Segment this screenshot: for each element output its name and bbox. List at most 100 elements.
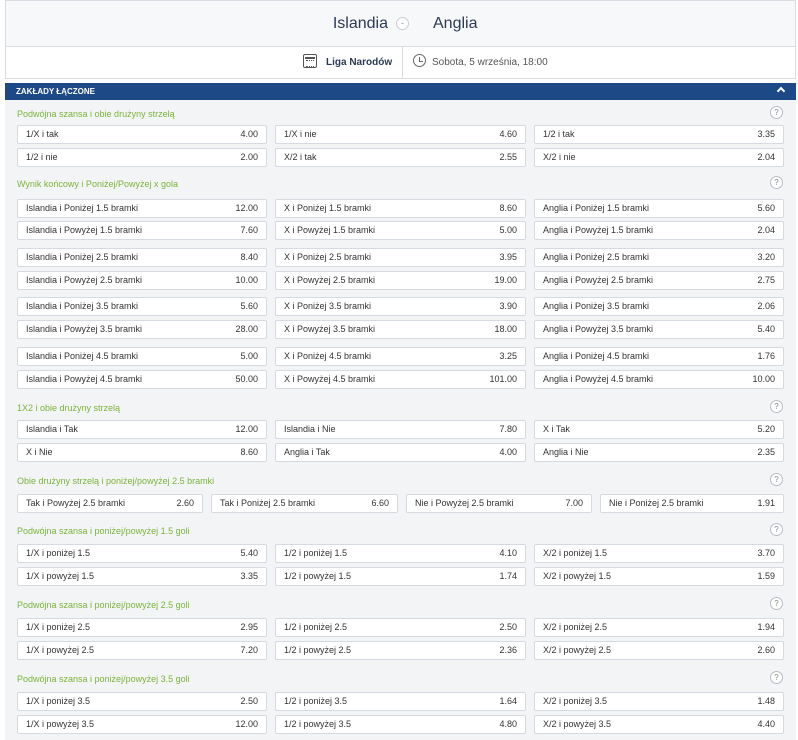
odds-button[interactable]: X i Poniżej 1.5 bramki 8.60 xyxy=(275,199,526,218)
odds-button[interactable]: X i Nie 8.60 xyxy=(17,443,267,462)
section-header-combined-bets[interactable]: ZAKŁADY ŁĄCZONE xyxy=(5,83,796,100)
odds-value: 3.20 xyxy=(757,252,775,262)
odds-button[interactable]: 1/X i tak 4.00 xyxy=(17,125,267,144)
odds-button[interactable]: 1/X i powyżej 2.5 7.20 xyxy=(17,641,267,660)
odds-button[interactable]: Islandia i Nie 7.80 xyxy=(275,420,526,439)
odds-button[interactable]: X i Poniżej 4.5 bramki 3.25 xyxy=(275,347,526,366)
bet-option-label: Islandia i Tak xyxy=(26,424,78,434)
odds-button[interactable]: 1/2 i powyżej 2.5 2.36 xyxy=(275,641,526,660)
odds-button[interactable]: X/2 i powyżej 2.5 2.60 xyxy=(534,641,784,660)
odds-button[interactable]: X i Poniżej 2.5 bramki 3.95 xyxy=(275,248,526,267)
odds-button[interactable]: X i Powyżej 3.5 bramki 18.00 xyxy=(275,320,526,339)
odds-button[interactable]: 1/2 i powyżej 1.5 1.74 xyxy=(275,567,526,586)
odds-value: 2.04 xyxy=(757,225,775,235)
odds-button[interactable]: Anglia i Poniżej 2.5 bramki 3.20 xyxy=(534,248,784,267)
odds-button[interactable]: 1/2 i poniżej 1.5 4.10 xyxy=(275,544,526,563)
bet-option-label: Anglia i Poniżej 3.5 bramki xyxy=(543,301,650,311)
odds-button[interactable]: 1/X i powyżej 1.5 3.35 xyxy=(17,567,267,586)
odds-button[interactable]: Anglia i Nie 2.35 xyxy=(534,443,784,462)
help-icon[interactable]: ? xyxy=(770,176,783,189)
help-icon[interactable]: ? xyxy=(770,671,783,684)
bet-option-label: 1/2 i poniżej 3.5 xyxy=(284,696,348,706)
bet-option-label: X i Poniżej 3.5 bramki xyxy=(284,301,372,311)
odds-button[interactable]: X i Powyżej 2.5 bramki 19.00 xyxy=(275,271,526,290)
odds-value: 1.94 xyxy=(757,622,775,632)
odds-button[interactable]: Nie i Poniżej 2.5 bramki 1.91 xyxy=(600,494,784,513)
odds-value: 4.40 xyxy=(757,719,775,729)
bet-option-label: 1/2 i powyżej 1.5 xyxy=(284,571,352,581)
odds-button[interactable]: X/2 i tak 2.55 xyxy=(275,148,526,167)
match-info-row: Liga Narodów Sobota, 5 września, 18:00 xyxy=(6,47,795,79)
odds-button[interactable]: Islandia i Poniżej 1.5 bramki 12.00 xyxy=(17,199,267,218)
odds-button[interactable]: 1/X i poniżej 1.5 5.40 xyxy=(17,544,267,563)
help-icon[interactable]: ? xyxy=(770,597,783,610)
help-icon[interactable]: ? xyxy=(770,473,783,486)
odds-button[interactable]: Nie i Powyżej 2.5 bramki 7.00 xyxy=(406,494,592,513)
odds-value: 10.00 xyxy=(752,374,775,384)
bet-option-label: X/2 i powyżej 2.5 xyxy=(543,645,612,655)
odds-button[interactable]: X/2 i powyżej 3.5 4.40 xyxy=(534,715,784,734)
odds-button[interactable]: Islandia i Poniżej 2.5 bramki 8.40 xyxy=(17,248,267,267)
odds-button[interactable]: Anglia i Powyżej 3.5 bramki 5.40 xyxy=(534,320,784,339)
vs-separator-icon: - xyxy=(396,17,409,30)
odds-value: 7.00 xyxy=(565,498,583,508)
odds-button[interactable]: Anglia i Powyżej 1.5 bramki 2.04 xyxy=(534,221,784,240)
help-icon[interactable]: ? xyxy=(770,106,783,119)
bet-group-title: Obie drużyny strzelą i poniżej/powyżej 2… xyxy=(17,476,215,486)
odds-button[interactable]: Islandia i Poniżej 4.5 bramki 5.00 xyxy=(17,347,267,366)
odds-button[interactable]: Anglia i Powyżej 2.5 bramki 2.75 xyxy=(534,271,784,290)
odds-value: 5.40 xyxy=(757,324,775,334)
odds-button[interactable]: X i Powyżej 4.5 bramki 101.00 xyxy=(275,370,526,389)
odds-button[interactable]: 1/X i nie 4.60 xyxy=(275,125,526,144)
odds-button[interactable]: Islandia i Powyżej 2.5 bramki 10.00 xyxy=(17,271,267,290)
odds-value: 4.60 xyxy=(499,129,517,139)
odds-button[interactable]: 1/X i poniżej 2.5 2.95 xyxy=(17,618,267,637)
odds-button[interactable]: 1/2 i nie 2.00 xyxy=(17,148,267,167)
odds-button[interactable]: X i Poniżej 3.5 bramki 3.90 xyxy=(275,297,526,316)
odds-value: 18.00 xyxy=(494,324,517,334)
odds-button[interactable]: X i Tak 5.20 xyxy=(534,420,784,439)
odds-button[interactable]: X/2 i poniżej 3.5 1.48 xyxy=(534,692,784,711)
odds-button[interactable]: X/2 i powyżej 1.5 1.59 xyxy=(534,567,784,586)
odds-button[interactable]: Islandia i Tak 12.00 xyxy=(17,420,267,439)
odds-button[interactable]: 1/2 i powyżej 3.5 4.80 xyxy=(275,715,526,734)
bet-option-label: Anglia i Poniżej 2.5 bramki xyxy=(543,252,650,262)
odds-button[interactable]: Anglia i Poniżej 3.5 bramki 2.06 xyxy=(534,297,784,316)
odds-button[interactable]: Islandia i Powyżej 1.5 bramki 7.60 xyxy=(17,221,267,240)
odds-button[interactable]: Islandia i Powyżej 3.5 bramki 28.00 xyxy=(17,320,267,339)
chevron-up-icon[interactable] xyxy=(776,86,786,96)
odds-value: 4.00 xyxy=(240,129,258,139)
odds-button[interactable]: 1/X i poniżej 3.5 2.50 xyxy=(17,692,267,711)
odds-button[interactable]: 1/2 i tak 3.35 xyxy=(534,125,784,144)
bet-option-label: Anglia i Tak xyxy=(284,447,330,457)
help-icon[interactable]: ? xyxy=(770,400,783,413)
bet-option-label: X i Powyżej 2.5 bramki xyxy=(284,275,376,285)
odds-value: 5.00 xyxy=(240,351,258,361)
odds-button[interactable]: Anglia i Poniżej 4.5 bramki 1.76 xyxy=(534,347,784,366)
odds-button[interactable]: Tak i Poniżej 2.5 bramki 6.60 xyxy=(211,494,398,513)
odds-button[interactable]: 1/X i powyżej 3.5 12.00 xyxy=(17,715,267,734)
bet-option-label: 1/2 i tak xyxy=(543,129,575,139)
odds-button[interactable]: Tak i Powyżej 2.5 bramki 2.60 xyxy=(17,494,203,513)
odds-button[interactable]: X i Powyżej 1.5 bramki 5.00 xyxy=(275,221,526,240)
odds-button[interactable]: X/2 i nie 2.04 xyxy=(534,148,784,167)
odds-button[interactable]: 1/2 i poniżej 3.5 1.64 xyxy=(275,692,526,711)
odds-button[interactable]: 1/2 i poniżej 2.5 2.50 xyxy=(275,618,526,637)
bet-option-label: 1/2 i powyżej 3.5 xyxy=(284,719,352,729)
odds-button[interactable]: Anglia i Tak 4.00 xyxy=(275,443,526,462)
odds-button[interactable]: Anglia i Powyżej 4.5 bramki 10.00 xyxy=(534,370,784,389)
bet-option-label: Islandia i Powyżej 3.5 bramki xyxy=(26,324,143,334)
odds-value: 2.35 xyxy=(757,447,775,457)
odds-value: 5.60 xyxy=(757,203,775,213)
odds-button[interactable]: Islandia i Poniżej 3.5 bramki 5.60 xyxy=(17,297,267,316)
help-icon[interactable]: ? xyxy=(770,523,783,536)
odds-button[interactable]: Anglia i Poniżej 1.5 bramki 5.60 xyxy=(534,199,784,218)
odds-button[interactable]: X/2 i poniżej 1.5 3.70 xyxy=(534,544,784,563)
odds-button[interactable]: Islandia i Powyżej 4.5 bramki 50.00 xyxy=(17,370,267,389)
odds-value: 2.00 xyxy=(240,152,258,162)
odds-value: 2.95 xyxy=(240,622,258,632)
bet-option-label: Islandia i Poniżej 2.5 bramki xyxy=(26,252,139,262)
odds-value: 2.04 xyxy=(757,152,775,162)
odds-button[interactable]: X/2 i poniżej 2.5 1.94 xyxy=(534,618,784,637)
away-team-name: Anglia xyxy=(433,15,478,32)
